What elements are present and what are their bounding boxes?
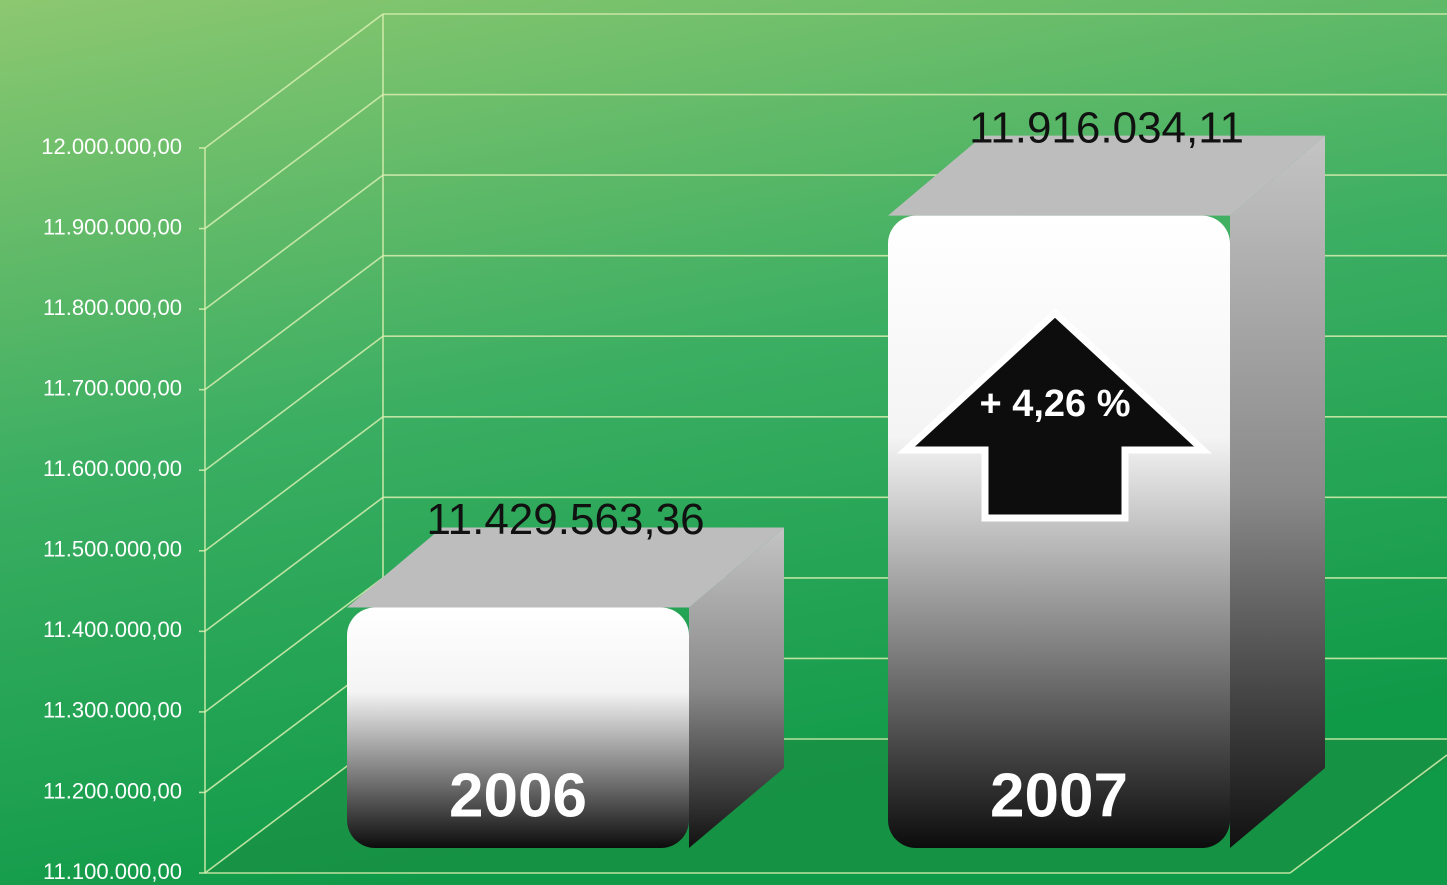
y-tick-label: 12.000.000,00 xyxy=(41,134,182,159)
y-tick-label: 11.300.000,00 xyxy=(43,698,182,723)
increase-arrow: + 4,26 % xyxy=(897,308,1212,522)
grid-diagonal xyxy=(204,93,384,230)
y-tick-label: 11.200.000,00 xyxy=(43,778,182,803)
bar xyxy=(347,607,689,848)
bar-side xyxy=(689,527,784,848)
grid-diagonal xyxy=(204,335,384,471)
arrow-shape xyxy=(897,308,1212,522)
y-tick-label: 11.100.000,00 xyxy=(43,859,182,884)
grid-diagonal xyxy=(204,13,384,149)
bar-side xyxy=(1230,135,1325,849)
grid-diagonal xyxy=(204,577,384,713)
grid-diagonal xyxy=(204,496,384,632)
y-tick-label: 11.500.000,00 xyxy=(43,537,182,562)
y-tick-label: 11.700.000,00 xyxy=(43,375,182,400)
value-label: 11.916.034,11 xyxy=(969,103,1244,152)
bar xyxy=(888,215,1230,849)
y-tick-label: 11.600.000,00 xyxy=(43,456,182,481)
y-tick-label: 11.800.000,00 xyxy=(43,295,182,320)
floor-right xyxy=(1289,754,1447,874)
y-tick-label: 11.400.000,00 xyxy=(43,617,182,642)
grid-diagonal xyxy=(204,416,384,552)
annotation: + 4,26 % xyxy=(979,383,1130,425)
bar-top xyxy=(347,527,784,608)
value-label: 11.429.563,36 xyxy=(426,495,704,544)
grid-diagonal xyxy=(204,174,384,310)
category-label: 2007 xyxy=(990,761,1128,830)
y-tick-label: 11.900.000,00 xyxy=(43,214,182,239)
bar-top xyxy=(888,135,1325,216)
category-label: 2006 xyxy=(449,761,587,830)
grid-diagonal xyxy=(204,255,384,391)
